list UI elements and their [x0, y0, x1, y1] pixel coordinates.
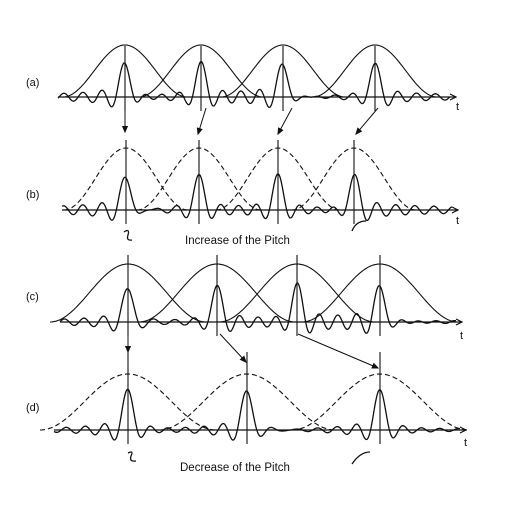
window-a-4	[312, 44, 438, 98]
time-axis-arrowhead-c	[455, 318, 464, 326]
decrease-pitch-caption: Decrease of the Pitch	[180, 462, 290, 474]
window-a-1	[62, 44, 188, 98]
window-a-3	[220, 44, 346, 98]
panel-d-label: (d)	[26, 402, 39, 414]
arrow-c2-to-d2-head	[239, 355, 247, 363]
arrow-c2-to-d2	[219, 333, 247, 363]
time-axis-arrowhead-a	[449, 93, 458, 101]
arrow-a3-to-b3-head	[277, 127, 284, 136]
arrow-c3-to-d3-head	[371, 362, 380, 369]
panel-a-time-axis-label: t	[456, 101, 459, 113]
arrow-c1-to-d1-head	[124, 345, 132, 354]
signal-a	[57, 60, 451, 109]
panel-b-label: (b)	[26, 189, 39, 201]
increase-squiggle-left	[123, 229, 133, 241]
time-axis-arrowhead-b	[451, 206, 460, 214]
arrow-a1-to-b1-head	[121, 125, 129, 134]
panel-b-time-axis-label: t	[456, 215, 459, 227]
arrow-c3-to-d3	[297, 333, 379, 369]
signal-c	[59, 282, 457, 334]
panel-d-time-axis-label: t	[464, 437, 467, 449]
arrow-a4-to-b4-head	[355, 127, 363, 135]
decrease-squiggle-right	[351, 451, 371, 465]
signal-b	[61, 172, 453, 222]
panel-c-label: (c)	[26, 291, 39, 303]
axes-layer	[54, 93, 468, 434]
time-axis-arrowhead-d	[459, 426, 468, 434]
arrow-a2-to-b2-head	[196, 127, 203, 136]
decrease-squiggle-left	[127, 451, 137, 462]
signal-d	[53, 388, 461, 441]
arrows-layer	[121, 107, 380, 369]
panel-a-label: (a)	[26, 77, 39, 89]
increase-squiggle-right	[351, 220, 367, 232]
panel-c-time-axis-label: t	[460, 330, 463, 342]
increase-pitch-caption: Increase of the Pitch	[185, 235, 290, 247]
